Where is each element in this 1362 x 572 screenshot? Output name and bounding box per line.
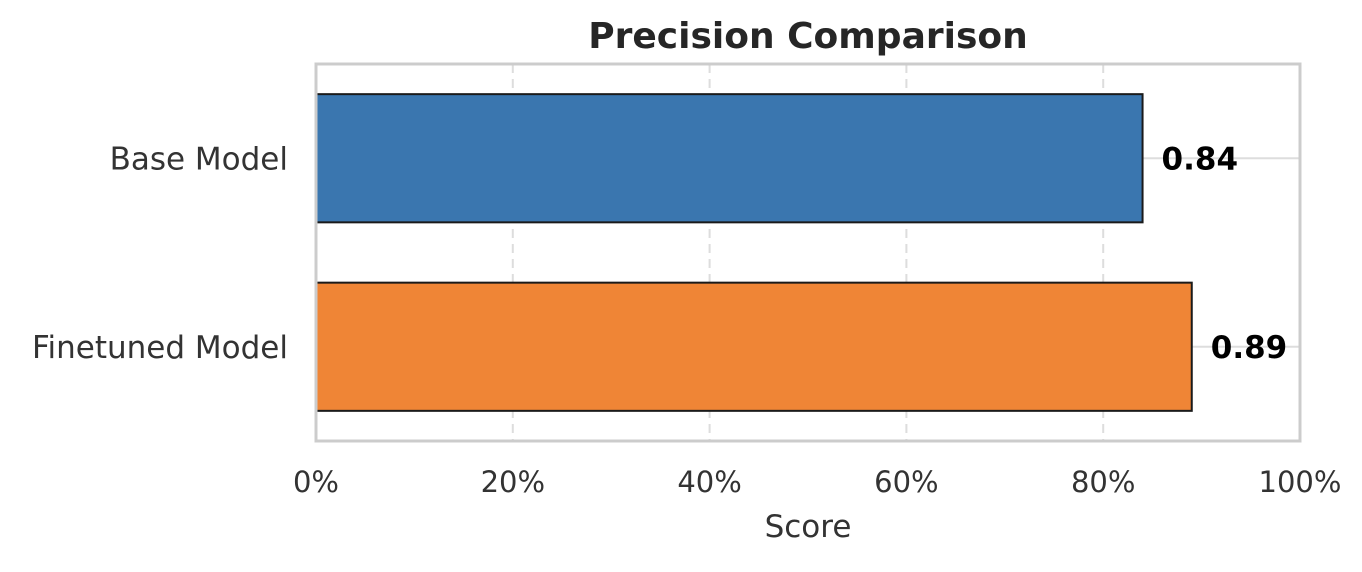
- bars: [315, 93, 1193, 412]
- category-labels: Base Model Finetuned Model: [32, 141, 288, 366]
- bar-base-model: [315, 93, 1144, 224]
- value-labels: 0.84 0.89: [1162, 141, 1288, 366]
- bar-finetuned-model: [315, 281, 1193, 412]
- x-tick-label: 80%: [1071, 465, 1135, 499]
- chart-title: Precision Comparison: [588, 16, 1028, 57]
- x-axis-title: Score: [765, 509, 852, 545]
- value-label: 0.89: [1211, 330, 1288, 366]
- category-label: Base Model: [110, 141, 288, 177]
- plot-area-frame: [314, 62, 1302, 443]
- x-tick-label: 100%: [1259, 465, 1342, 499]
- x-tick-label: 20%: [481, 465, 545, 499]
- x-tick-label: 60%: [874, 465, 938, 499]
- x-tick-label: 0%: [293, 465, 339, 499]
- x-tick-label: 40%: [677, 465, 741, 499]
- category-label: Finetuned Model: [32, 330, 288, 366]
- x-tick-labels: 0% 20% 40% 60% 80% 100%: [293, 465, 1341, 499]
- value-label: 0.84: [1162, 141, 1239, 177]
